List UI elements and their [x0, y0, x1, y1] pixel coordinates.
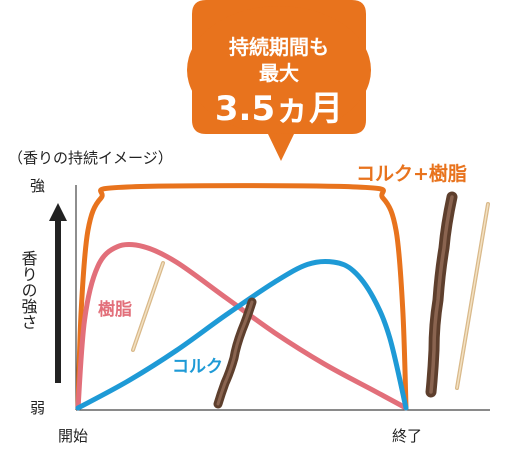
callout-line-2: 最大 — [259, 61, 299, 85]
callout-bubble-body — [187, 6, 371, 134]
series-line-cork — [75, 258, 409, 411]
y-axis-bottom-label: 弱 — [30, 399, 45, 417]
x-axis-start-label: 開始 — [58, 427, 88, 445]
y-axis-title: 香りの強さ — [19, 250, 38, 330]
x-axis-end-label: 終了 — [392, 427, 422, 445]
cork-stick-illustration-large — [425, 191, 458, 398]
series-label-cork: コルク — [172, 357, 223, 377]
series-label-resin: 樹脂 — [98, 299, 132, 320]
callout-line-1: 持続期間も — [229, 35, 329, 59]
resin-stick-illustration-large — [455, 202, 490, 390]
series-layer — [75, 183, 409, 411]
duration-callout: 持続期間も 最大 3.5ヵ月 — [187, 0, 371, 161]
y-axis-top-label: 強 — [30, 177, 45, 195]
cork-stick-illustration-small — [213, 297, 257, 409]
series-line-resin — [75, 241, 409, 411]
y-axis-arrow — [49, 203, 67, 383]
callout-line-3: 3.5ヵ月 — [215, 89, 343, 129]
chart-caption: （香りの持続イメージ） — [8, 149, 173, 167]
series-line-cork-resin — [75, 183, 409, 411]
resin-stick-illustration — [131, 261, 165, 352]
series-label-cork-resin: コルク+樹脂 — [356, 162, 467, 185]
